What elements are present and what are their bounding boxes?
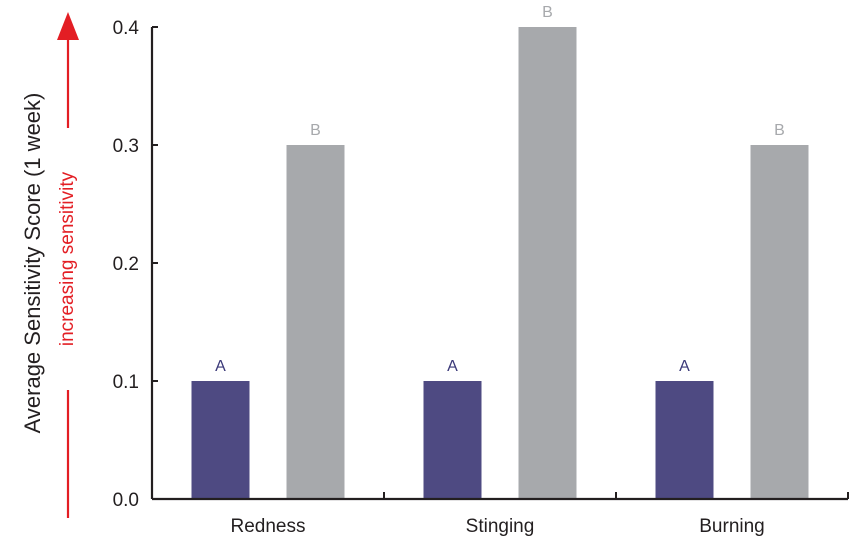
x-tick-label-stinging: Stinging (466, 516, 535, 537)
arrow-up-icon (57, 12, 79, 40)
bar-data-labels: A B A B A B (215, 4, 785, 375)
y-tick-label: 0.3 (113, 136, 139, 157)
bar-burning-series-2 (750, 145, 809, 499)
y-axis-ticks: 0.0 0.1 0.2 0.3 0.4 (113, 18, 158, 511)
bar-stinging-series-2 (518, 27, 577, 499)
y-tick-label: 0.2 (113, 254, 139, 275)
y-axis-title: Average Sensitivity Score (1 week) (20, 93, 45, 434)
sensitivity-annotation: increasing sensitivity (57, 171, 78, 346)
bar-stinging-series-1 (423, 381, 482, 499)
bar-redness-series-2 (286, 145, 345, 499)
y-tick-label: 0.1 (113, 372, 139, 393)
bar-data-label: B (774, 122, 785, 139)
x-tick-label-redness: Redness (231, 516, 306, 537)
axes (150, 27, 848, 501)
bar-data-label: B (542, 4, 553, 21)
y-tick-label: 0.4 (113, 18, 140, 39)
bar-data-label: A (447, 358, 458, 375)
bar-burning-series-1 (655, 381, 714, 499)
bar-redness-series-1 (191, 381, 250, 499)
y-tick-label: 0.0 (113, 490, 139, 511)
bar-data-label: A (679, 358, 690, 375)
bar-data-label: A (215, 358, 226, 375)
y-axis-label: Average Sensitivity Score (1 week) (20, 93, 45, 434)
sensitivity-indicator: increasing sensitivity (57, 12, 79, 518)
x-axis-tick-labels: Redness Stinging Burning (231, 492, 849, 537)
bars (191, 27, 809, 499)
bar-data-label: B (310, 122, 321, 139)
x-tick-label-burning: Burning (699, 516, 765, 537)
